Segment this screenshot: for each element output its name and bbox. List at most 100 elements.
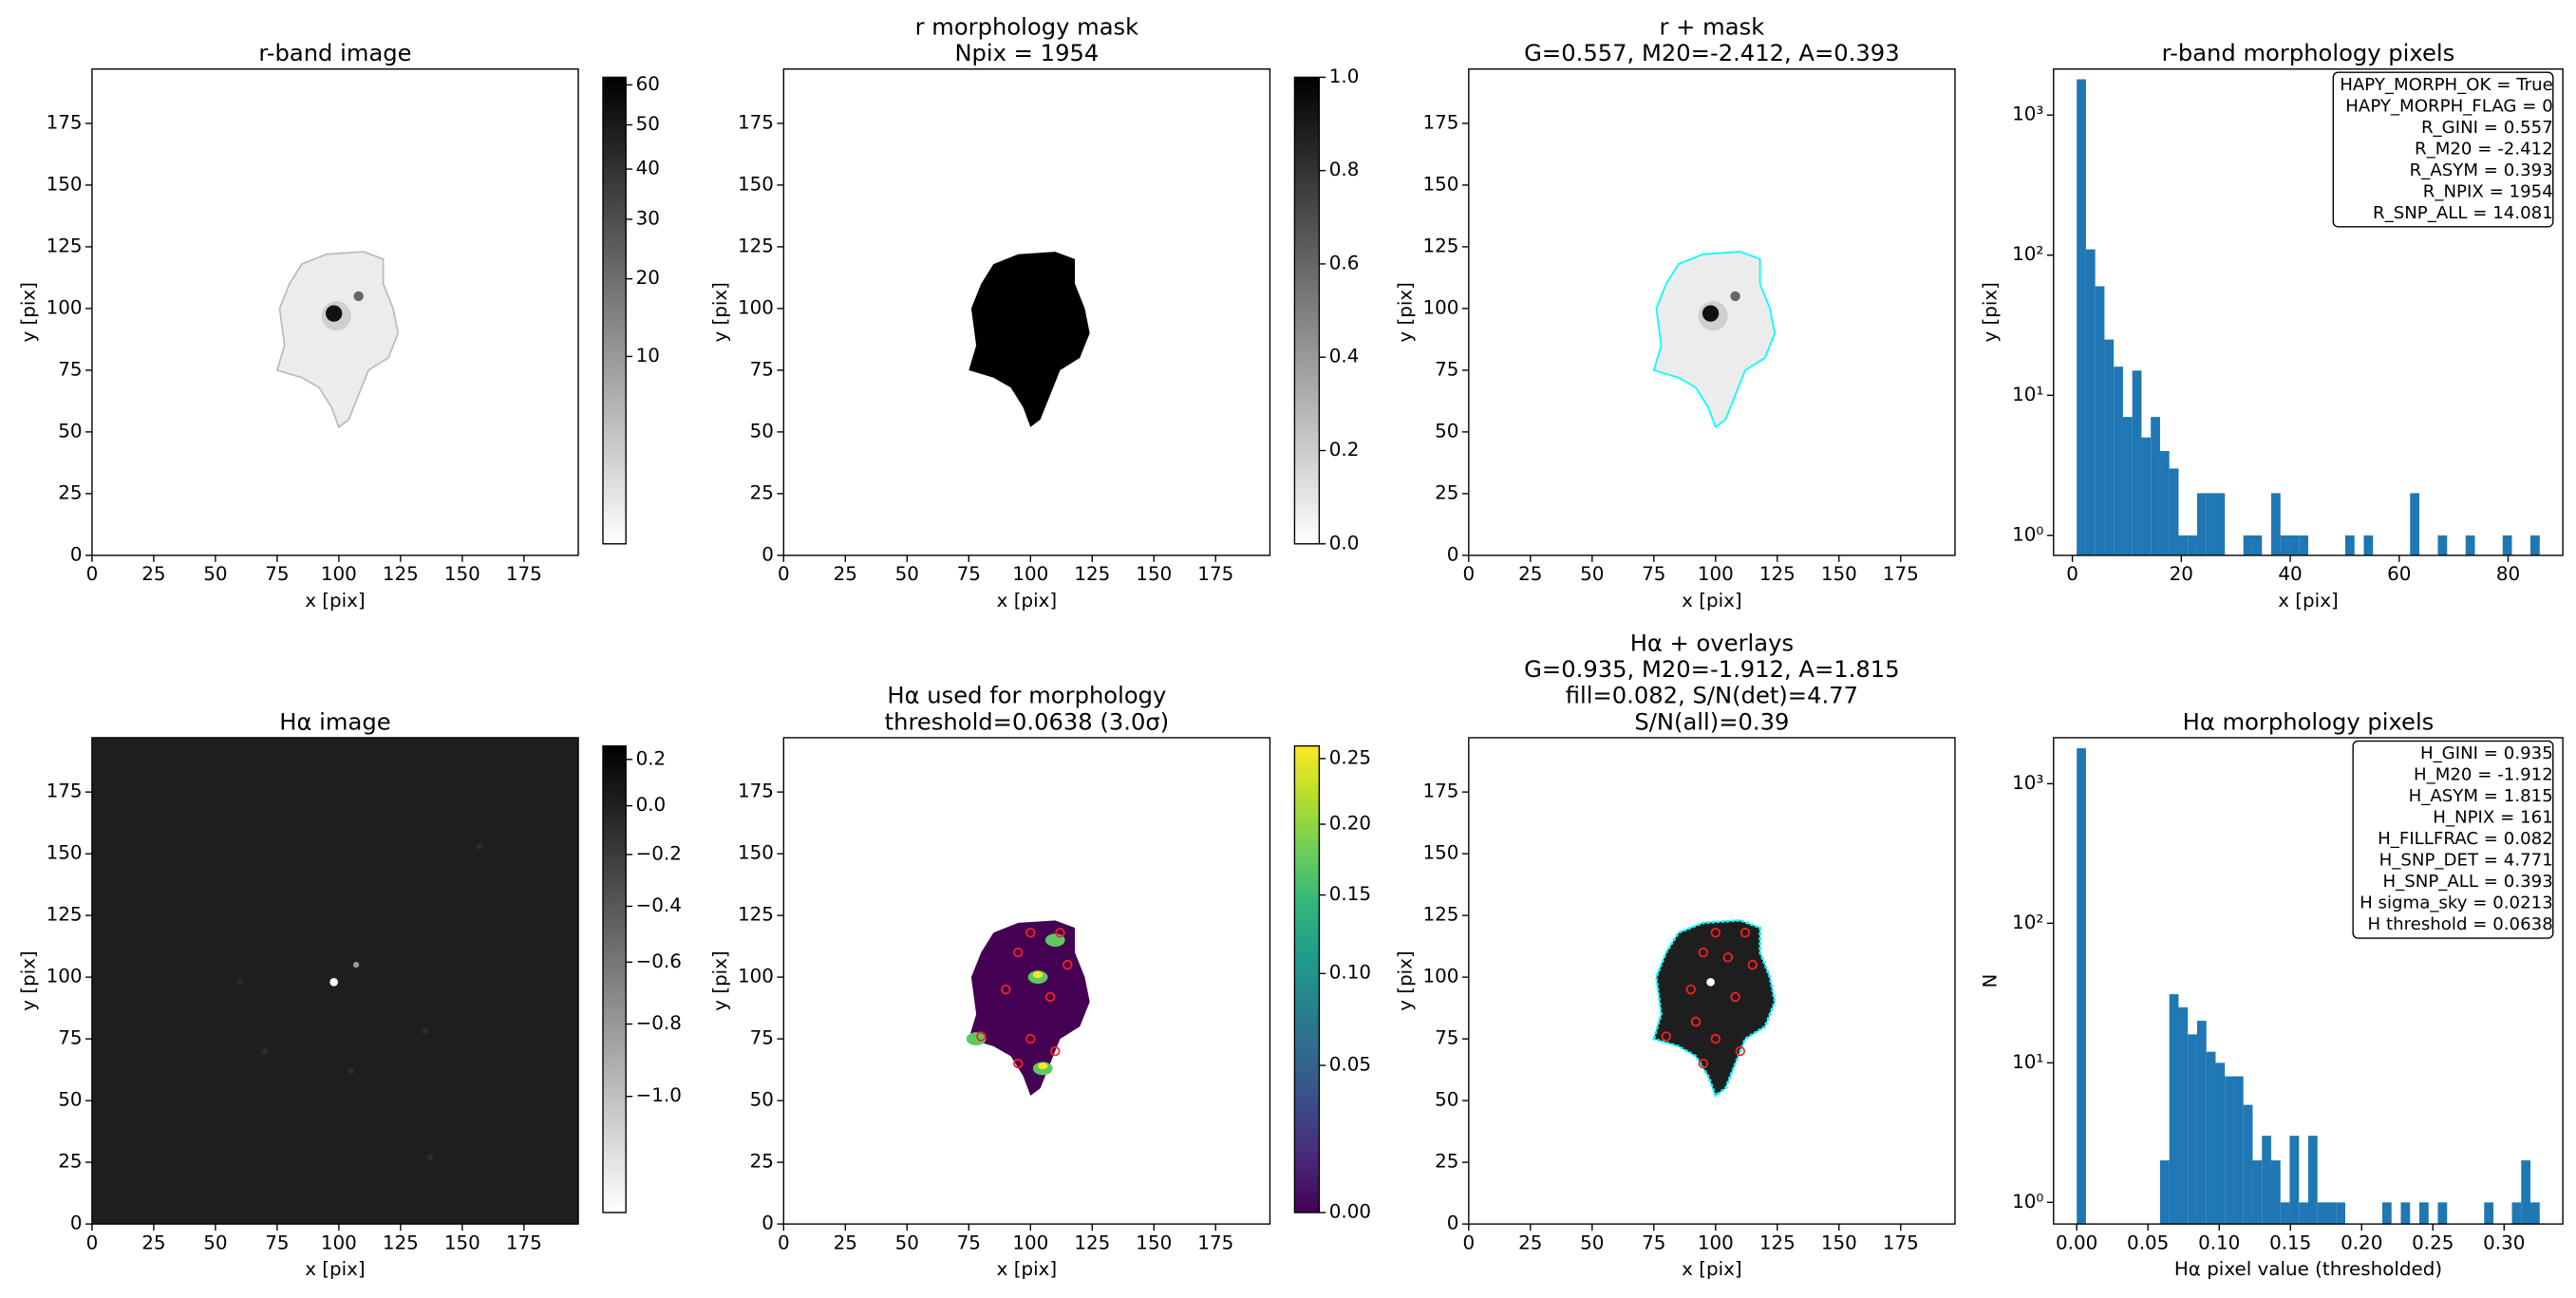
- y-tick-label: 10³: [2012, 772, 2043, 794]
- x-tick-label: 25: [1518, 1232, 1542, 1253]
- companion: [353, 291, 364, 302]
- bar: [2215, 1063, 2226, 1225]
- annotation-frame: [2352, 740, 2554, 939]
- y-tick-label: 10³: [2012, 103, 2043, 125]
- colorbar-tick-label: 0.6: [1329, 252, 1360, 273]
- bar: [2169, 468, 2179, 555]
- bar: [2077, 748, 2086, 1225]
- colorbar-tick-label: −0.8: [636, 1012, 682, 1034]
- ha-contour: [1044, 991, 1056, 1003]
- bar: [2530, 535, 2540, 555]
- bar: [2169, 994, 2179, 1225]
- y-tick-label: 0: [762, 1213, 774, 1234]
- panel-title: Hα + overlays: [1630, 630, 1794, 656]
- ha-contour: [1013, 1058, 1024, 1069]
- galaxy-core: [326, 305, 343, 322]
- x-axis-label: x [pix]: [2278, 590, 2339, 611]
- ha-contour: [1722, 952, 1733, 963]
- faint-source: [476, 842, 483, 850]
- panel-title: r morphology mask: [915, 13, 1139, 40]
- bar: [2215, 493, 2226, 555]
- y-tick-label: 0: [1447, 543, 1459, 565]
- bar: [2233, 1076, 2244, 1225]
- bar: [2188, 1034, 2197, 1225]
- ha-knot: [966, 1032, 987, 1046]
- ha-contour: [1735, 1045, 1745, 1057]
- ha-contour: [1710, 1033, 1720, 1044]
- bar: [2141, 437, 2152, 555]
- bar: [2336, 1202, 2345, 1225]
- x-tick-label: 150: [1136, 1232, 1172, 1253]
- ha-peak: [1038, 1063, 1048, 1070]
- x-tick-label: 100: [321, 1232, 357, 1253]
- x-tick-label: 75: [957, 563, 981, 585]
- ha-contour: [1025, 1033, 1036, 1044]
- axes-frame: [782, 737, 1271, 1225]
- colorbar-tick-label: 10: [636, 345, 660, 367]
- y-tick-label: 125: [738, 904, 774, 926]
- axes-frame: [91, 737, 579, 1225]
- y-tick-label: 25: [58, 1151, 82, 1173]
- mask-region: [968, 252, 1090, 427]
- x-axis-label: x [pix]: [1682, 590, 1742, 611]
- bar: [2104, 339, 2115, 555]
- x-tick-label: 0.15: [2269, 1232, 2311, 1253]
- y-axis-label: y [pix]: [1395, 282, 1417, 342]
- y-axis-label: y [pix]: [709, 950, 731, 1010]
- ha-contour: [1025, 928, 1036, 938]
- colorbar-tick-label: 0.4: [1329, 346, 1360, 367]
- x-tick-label: 50: [895, 563, 919, 585]
- ha-contour: [1730, 991, 1740, 1003]
- ha-contour: [1685, 984, 1696, 995]
- panel: 0 25 50 75 100 125 150 175 0 25 50 75 100 125 150 175 x …: [1395, 630, 1956, 1280]
- y-tick-label: 150: [738, 173, 774, 195]
- y-tick-label: 75: [58, 1027, 82, 1049]
- colorbar: [602, 76, 627, 545]
- colorbar-tick-label: 0.0: [636, 794, 667, 816]
- bar: [2132, 370, 2142, 555]
- annotation-line: H threshold = 0.0638: [2368, 914, 2553, 934]
- y-tick-label: 125: [47, 235, 83, 256]
- colorbar-tick-label: 0.8: [1329, 159, 1360, 180]
- x-axis-label: x [pix]: [305, 590, 366, 611]
- y-tick-label: 100: [1423, 296, 1459, 318]
- y-tick-label: 0: [70, 543, 83, 565]
- y-tick-label: 125: [1423, 904, 1459, 926]
- x-tick-label: 100: [321, 563, 357, 585]
- bar: [2159, 1160, 2170, 1225]
- x-tick-label: 150: [1821, 1232, 1857, 1253]
- x-tick-label: 50: [1580, 563, 1604, 585]
- colorbar-tick-label: 0.25: [1329, 746, 1371, 768]
- panel-title: Hα image: [279, 708, 390, 735]
- bar: [2344, 535, 2355, 555]
- bar: [2289, 1136, 2300, 1225]
- ha-contour: [1661, 1031, 1671, 1042]
- axes-frame: [2053, 68, 2564, 556]
- panel: 0.00 0.05 0.10 0.15 0.20 0.25 0.30 10⁰ 10¹ 10² 10³…: [1980, 708, 2564, 1280]
- x-tick-label: 0.10: [2198, 1232, 2240, 1253]
- bar: [2317, 1202, 2327, 1225]
- y-tick-label: 25: [1435, 1151, 1458, 1173]
- panel-title: r-band morphology pixels: [2162, 40, 2455, 66]
- x-tick-label: 100: [1012, 563, 1048, 585]
- bar: [2196, 1021, 2207, 1225]
- colorbar: [602, 744, 627, 1213]
- y-tick-label: 25: [750, 481, 774, 503]
- annotation-line: R_GINI = 0.557: [2421, 118, 2553, 138]
- ha-contour: [976, 1031, 987, 1042]
- y-tick-label: 150: [47, 173, 83, 195]
- bar: [2122, 417, 2133, 555]
- y-tick-label: 10⁰: [2012, 523, 2043, 545]
- y-tick-label: 50: [750, 420, 774, 442]
- ha-contour: [1739, 928, 1751, 938]
- x-tick-label: 175: [1883, 563, 1919, 585]
- colorbar-tick-label: 1.0: [1329, 66, 1360, 87]
- y-tick-label: 175: [1423, 781, 1459, 802]
- faint-source: [422, 1027, 429, 1035]
- colorbar-tick-label: 0.2: [636, 747, 667, 769]
- x-axis-label: x [pix]: [305, 1258, 366, 1280]
- y-tick-label: 25: [1435, 481, 1458, 503]
- y-tick-label: 100: [738, 296, 774, 318]
- y-tick-label: 50: [1435, 1089, 1458, 1111]
